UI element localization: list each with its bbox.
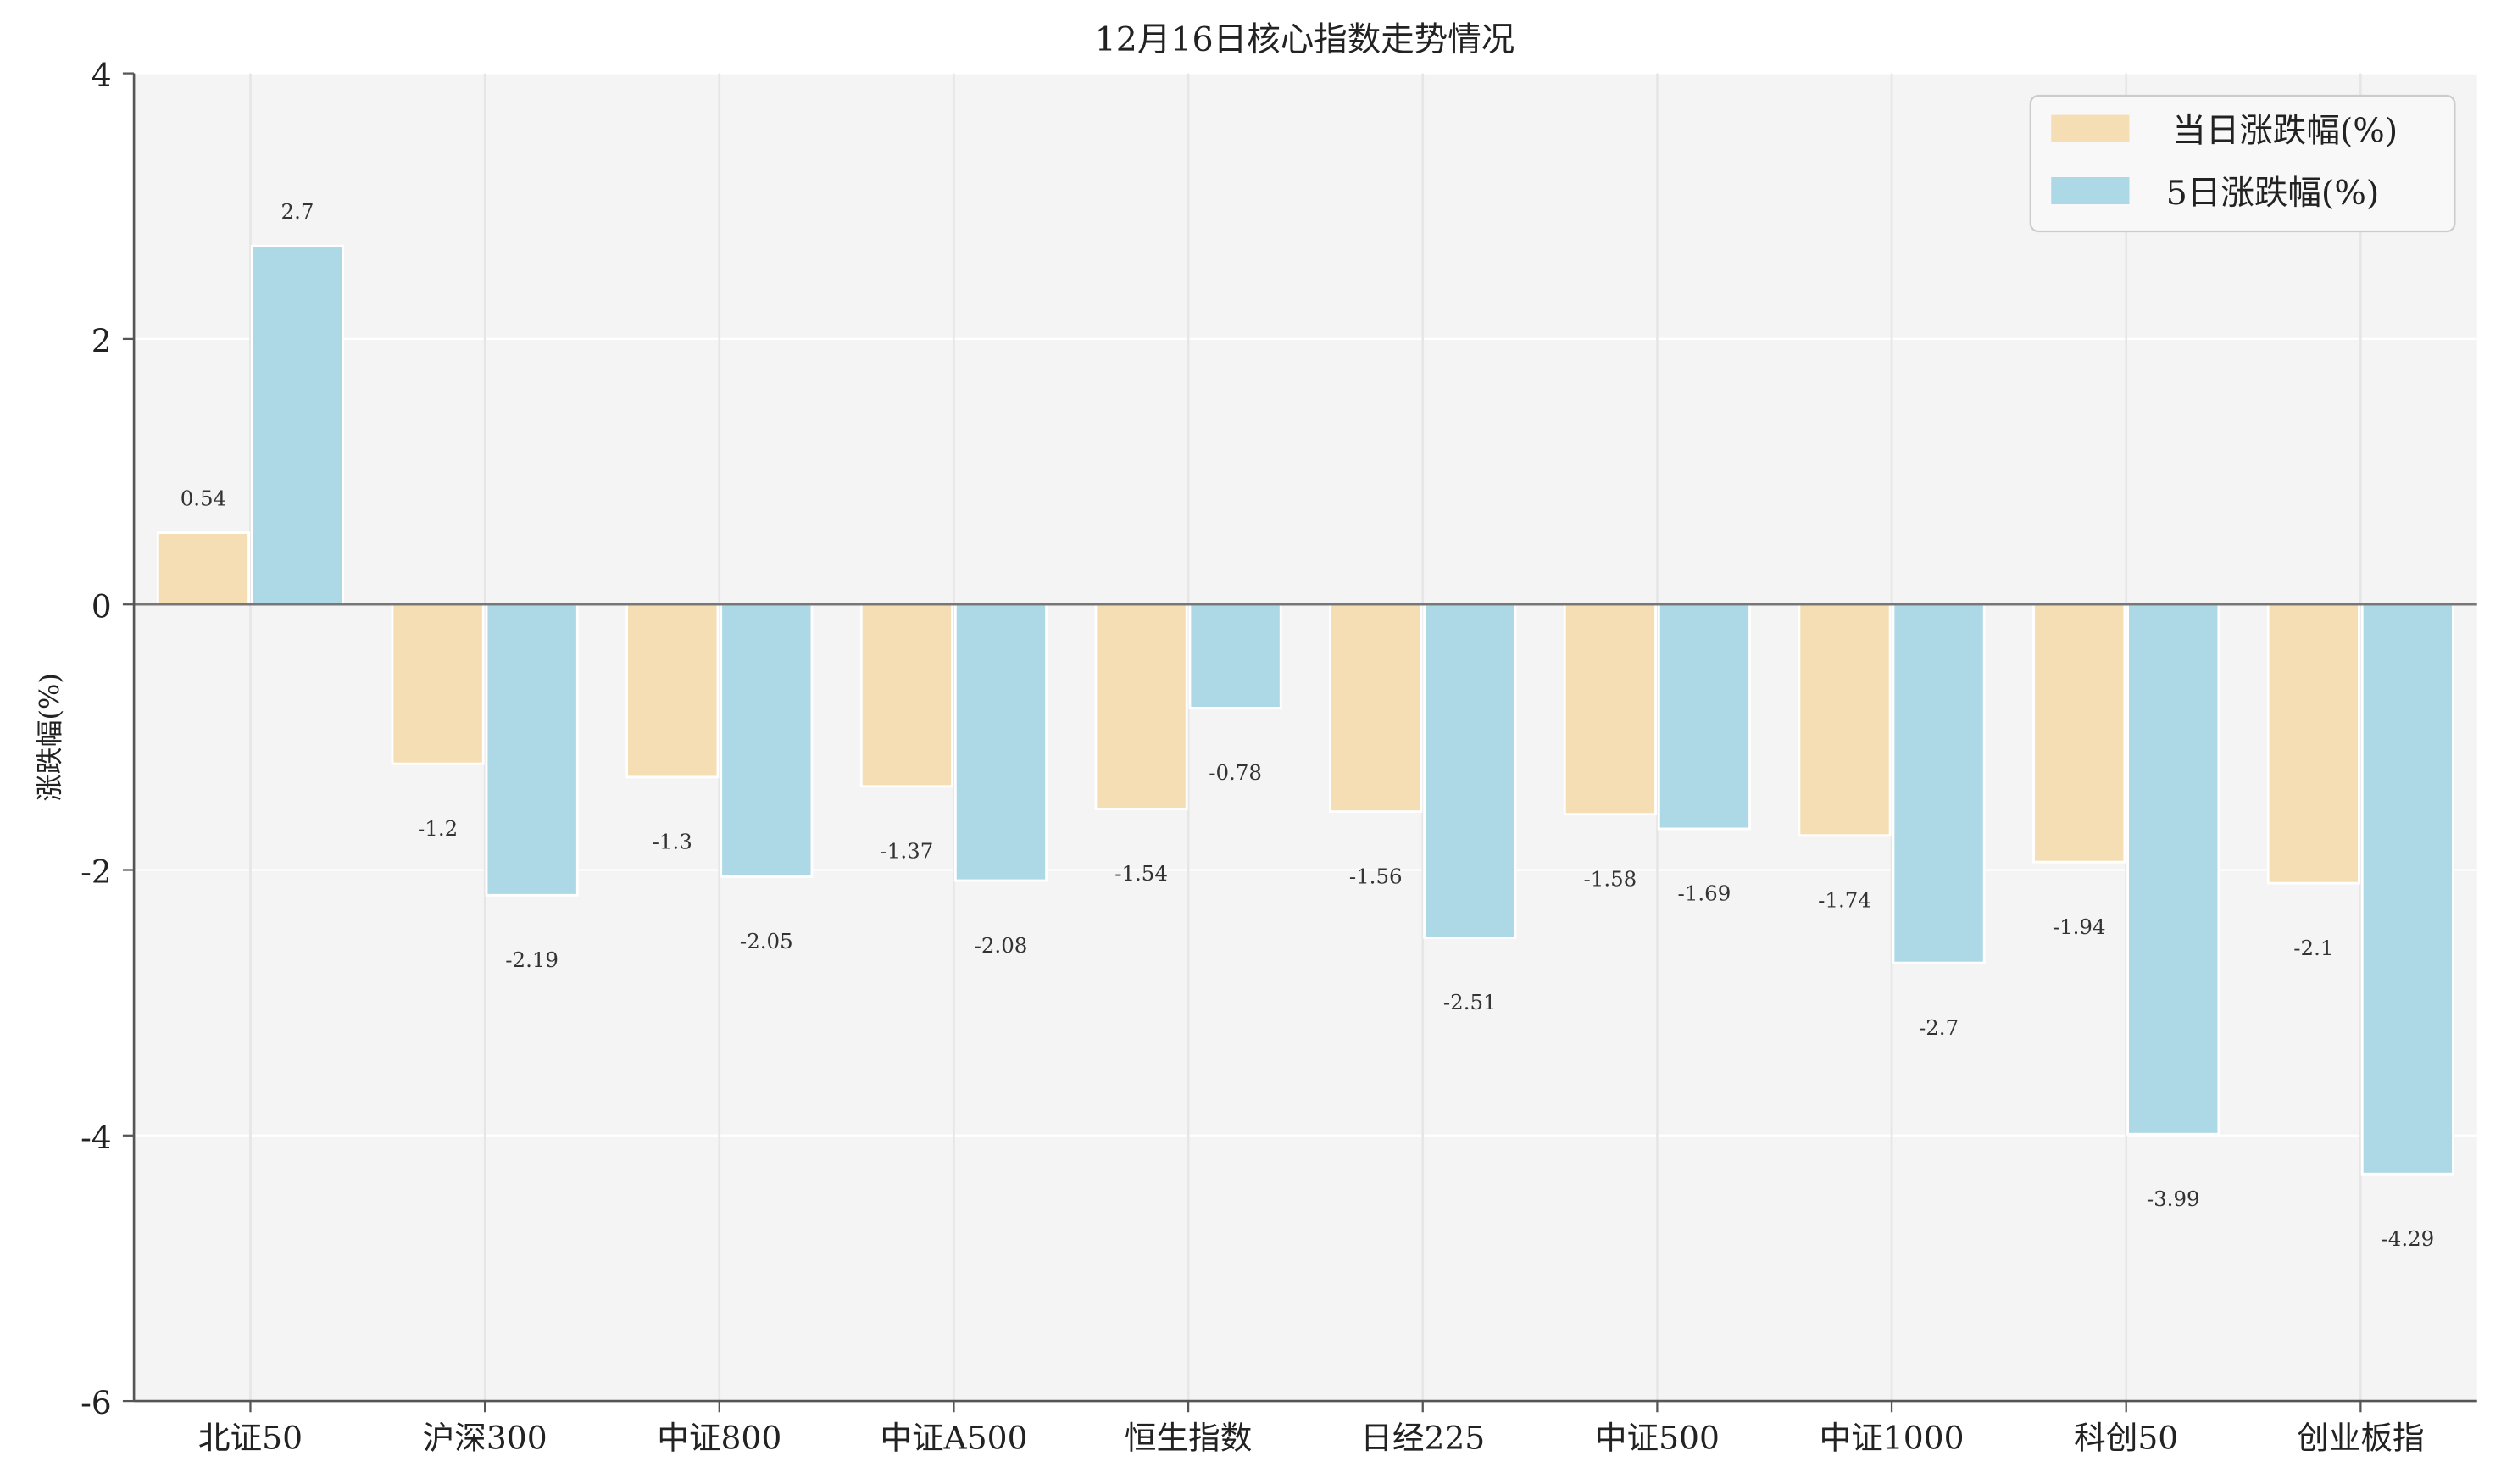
bar-label-5day: 2.7 xyxy=(281,199,314,224)
bar-5day-change xyxy=(720,603,814,878)
legend-label-5day: 5日涨跌幅(%) xyxy=(2166,174,2380,213)
x-tick-label: 沪深300 xyxy=(423,1420,547,1457)
y-tick-label: -2 xyxy=(81,853,112,891)
x-tick-label: 中证1000 xyxy=(1820,1420,1965,1457)
bar-5day-change xyxy=(1657,603,1751,831)
y-tick-label: 2 xyxy=(92,322,112,359)
bar-5day-change xyxy=(953,603,1048,882)
y-ticks: 4 2 0 -2 -4 -6 xyxy=(81,57,135,1421)
chart-title: 12月16日核心指数走势情况 xyxy=(1095,20,1515,59)
bar-label-daily: -1.3 xyxy=(653,830,692,854)
bar-5day-change xyxy=(485,603,579,897)
bar-daily-change xyxy=(1798,603,1892,837)
legend-box xyxy=(2029,94,2456,233)
x-tick-label: 科创50 xyxy=(2074,1420,2178,1457)
y-axis-label: 涨跌幅(%) xyxy=(34,673,66,801)
bar-daily-change xyxy=(391,603,485,765)
x-tick-label: 恒生指数 xyxy=(1125,1420,1252,1457)
y-tick-label: 0 xyxy=(92,587,112,625)
bar-label-daily: -1.37 xyxy=(881,839,934,864)
bar-label-daily: -1.54 xyxy=(1114,861,1168,886)
bar-label-5day: -4.29 xyxy=(2382,1226,2435,1251)
bar-label-5day: -2.51 xyxy=(1443,990,1497,1014)
y-tick-label: -6 xyxy=(81,1384,112,1421)
bar-daily-change xyxy=(1329,603,1423,813)
bar-5day-change xyxy=(2126,603,2220,1136)
bar-label-daily: -1.74 xyxy=(1818,887,1871,912)
legend: 当日涨跌幅(%) 5日涨跌幅(%) xyxy=(2029,94,2456,233)
bar-label-5day: -2.08 xyxy=(975,933,1028,958)
bar-label-daily: -1.94 xyxy=(2053,914,2106,939)
data-labels: 0.54 -1.2 -1.3 -1.37 -1.54 -1.56 -1.58 -1.74 -1.… xyxy=(181,199,2435,1251)
bar-label-5day: -2.19 xyxy=(505,948,559,972)
bar-label-5day: -2.05 xyxy=(740,929,793,953)
bar-label-5day: -2.7 xyxy=(1919,1015,1959,1040)
bar-5day-change xyxy=(1892,603,1986,964)
bar-daily-change xyxy=(1563,603,1657,816)
bar-daily-change xyxy=(156,531,251,606)
bar-daily-change xyxy=(2266,603,2360,885)
bar-5day-change xyxy=(1423,603,1517,939)
bar-5day-change xyxy=(1188,603,1282,709)
legend-swatch-5day xyxy=(2051,176,2130,204)
bar-label-daily: -2.1 xyxy=(2293,936,2333,960)
bar-label-daily: -1.56 xyxy=(1349,864,1403,888)
bar-daily-change xyxy=(2032,603,2126,864)
bar-5day-change xyxy=(250,244,345,606)
bar-daily-change xyxy=(1094,603,1188,810)
x-tick-label: 创业板指 xyxy=(2297,1420,2424,1457)
bar-label-5day: -0.78 xyxy=(1209,760,1262,785)
y-tick-label: 4 xyxy=(92,57,112,94)
bar-5day-change xyxy=(2360,603,2454,1176)
bar-label-daily: 0.54 xyxy=(181,486,226,511)
x-tick-label: 中证800 xyxy=(657,1420,781,1457)
bar-label-5day: -1.69 xyxy=(1678,881,1731,906)
x-tick-label: 中证A500 xyxy=(880,1420,1027,1457)
bar-label-daily: -1.58 xyxy=(1584,866,1637,891)
bar-label-5day: -3.99 xyxy=(2147,1187,2200,1211)
bar-daily-change xyxy=(859,603,953,788)
bar-daily-change xyxy=(625,603,720,779)
legend-label-daily: 当日涨跌幅(%) xyxy=(2172,112,2398,151)
bar-label-daily: -1.2 xyxy=(418,816,458,841)
x-tick-label: 日经225 xyxy=(1360,1420,1485,1457)
x-ticks: 北证50 沪深300 中证800 中证A500 恒生指数 日经225 中证500 中证1000… xyxy=(198,1401,2425,1457)
legend-swatch-daily xyxy=(2051,114,2130,142)
x-tick-label: 北证50 xyxy=(198,1420,303,1457)
bars xyxy=(156,244,2454,1176)
x-tick-label: 中证500 xyxy=(1595,1420,1720,1457)
y-tick-label: -4 xyxy=(81,1119,112,1156)
